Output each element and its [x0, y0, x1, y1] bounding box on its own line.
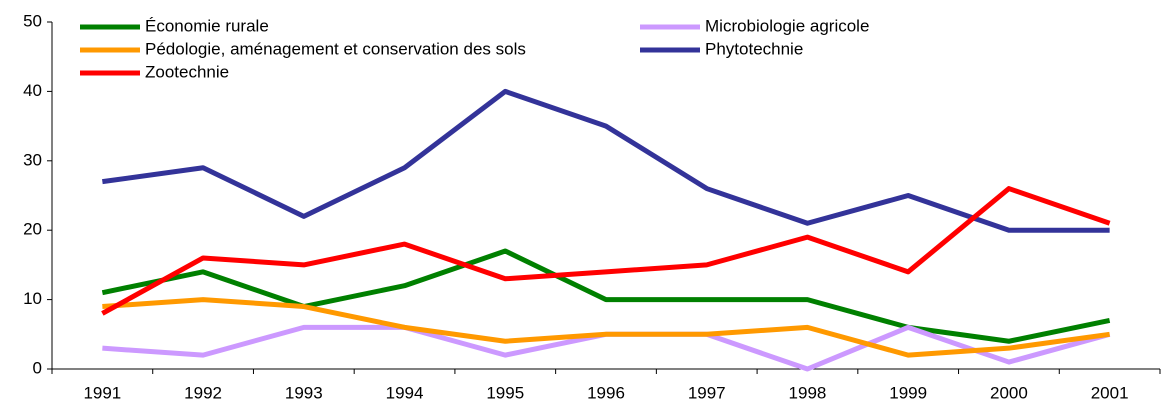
y-tick-label: 50: [23, 11, 42, 30]
x-tick-label: 1998: [789, 383, 827, 402]
x-tick-label: 2001: [1091, 383, 1129, 402]
x-tick-label: 1992: [184, 383, 222, 402]
x-tick-label: 1993: [285, 383, 323, 402]
y-tick-label: 20: [23, 220, 42, 239]
legend-label: Phytotechnie: [705, 39, 803, 58]
y-tick-label: 10: [23, 289, 42, 308]
legend-label: Zootechnie: [145, 62, 229, 81]
series-line: [102, 297, 1110, 358]
x-tick-label: 1997: [688, 383, 726, 402]
x-tick-label: 1995: [486, 383, 524, 402]
series-line: [101, 248, 1111, 344]
y-tick-label: 0: [33, 358, 42, 377]
series-line: [102, 88, 1110, 233]
x-tick-label: 2000: [990, 383, 1028, 402]
x-tick-label: 1996: [587, 383, 625, 402]
legend-label: Économie rurale: [145, 16, 269, 35]
x-tick-label: 1999: [889, 383, 927, 402]
y-tick-label: 40: [23, 81, 42, 100]
x-tick-label: 1991: [83, 383, 121, 402]
legend-label: Microbiologie agricole: [705, 16, 869, 35]
x-tick-label: 1994: [386, 383, 424, 402]
legend-label: Pédologie, aménagement et conservation d…: [145, 39, 526, 58]
y-tick-label: 30: [23, 150, 42, 169]
series-line: [101, 186, 1111, 316]
